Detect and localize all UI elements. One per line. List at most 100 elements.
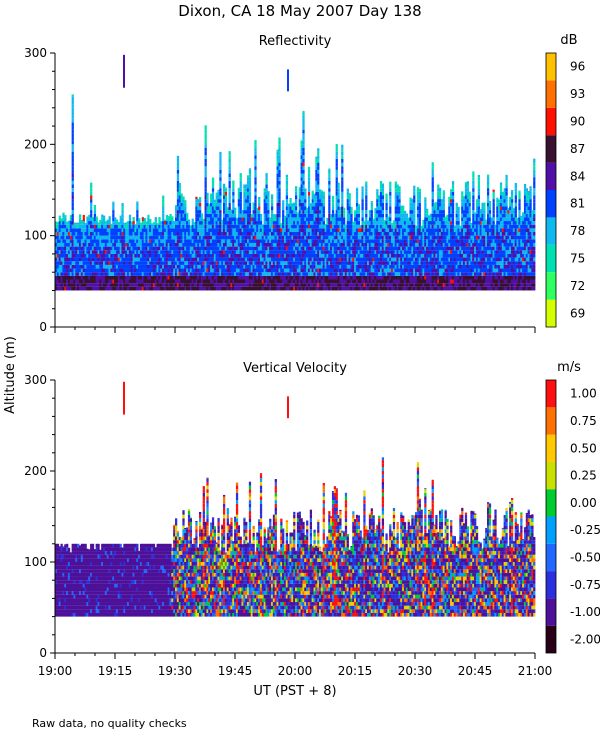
data-cell (69, 246, 73, 251)
data-cell (392, 257, 396, 262)
data-cell (91, 232, 95, 236)
data-cell (274, 275, 277, 280)
data-cell (330, 257, 333, 262)
data-cell (339, 257, 342, 262)
data-cell (385, 246, 388, 251)
data-cell (112, 264, 115, 269)
data-cell (71, 173, 74, 178)
data-cell (287, 246, 290, 251)
data-cell (402, 210, 405, 214)
data-cell (215, 228, 218, 233)
data-cell (333, 268, 337, 273)
data-cell (90, 286, 93, 291)
data-cell (223, 184, 226, 189)
data-cell (276, 188, 279, 192)
data-cell (361, 213, 364, 218)
data-cell (167, 228, 170, 233)
data-cell (204, 261, 207, 265)
data-cell (60, 286, 63, 291)
data-cell (335, 213, 338, 218)
data-cell (73, 272, 76, 276)
data-cell (263, 279, 266, 284)
data-cell (62, 286, 65, 291)
data-cell (202, 272, 205, 276)
data-cell (368, 253, 372, 258)
data-cell (247, 264, 250, 269)
data-cell (95, 264, 98, 269)
data-cell (226, 250, 229, 254)
data-cell (204, 221, 207, 225)
data-cell (91, 235, 95, 240)
data-cell (88, 275, 91, 280)
data-cell (402, 235, 405, 240)
data-cell (350, 242, 353, 247)
data-cell (110, 286, 113, 291)
data-cell (213, 275, 217, 280)
data-cell (73, 275, 76, 280)
data-cell (101, 261, 104, 265)
data-cell (62, 246, 65, 251)
data-cell (245, 272, 248, 276)
data-cell (315, 235, 318, 240)
data-cell (152, 286, 156, 291)
data-cell (73, 279, 76, 284)
data-cell (258, 253, 261, 258)
data-cell (99, 264, 102, 269)
data-cell (374, 283, 377, 287)
data-cell (368, 213, 372, 218)
data-cell (128, 253, 132, 258)
data-cell (267, 221, 270, 225)
data-cell (293, 275, 296, 280)
data-cell (341, 221, 344, 225)
data-cell (204, 162, 207, 167)
data-cell (173, 275, 176, 280)
data-cell (82, 275, 85, 280)
data-cell (239, 177, 242, 181)
data-cell (175, 272, 178, 276)
data-cell (317, 224, 320, 229)
data-cell (224, 257, 228, 262)
data-cell (56, 283, 60, 287)
data-cell (315, 213, 318, 218)
data-cell (252, 286, 255, 291)
data-cell (396, 242, 399, 247)
data-cell (309, 210, 313, 214)
data-cell (232, 239, 235, 243)
data-cell (283, 224, 287, 229)
data-cell (71, 232, 74, 236)
data-cell (199, 261, 202, 265)
data-cell (381, 221, 385, 225)
data-cell (162, 275, 165, 280)
data-cell (243, 283, 246, 287)
data-cell (219, 283, 222, 287)
data-cell (258, 283, 261, 287)
data-cell (363, 221, 366, 225)
data-cell (302, 122, 305, 127)
data-cell (311, 261, 314, 265)
data-cell (243, 253, 246, 258)
data-cell (80, 275, 84, 280)
data-cell (287, 257, 290, 262)
data-cell (300, 199, 303, 203)
data-cell (252, 221, 255, 225)
data-cell (99, 257, 102, 262)
data-column (313, 193, 316, 291)
data-cell (300, 188, 303, 192)
data-cell (252, 268, 255, 273)
data-cell (392, 272, 396, 276)
data-cell (176, 169, 180, 174)
data-cell (278, 228, 281, 233)
data-cell (278, 162, 281, 167)
data-cell (127, 286, 130, 291)
data-cell (112, 210, 115, 214)
data-cell (175, 246, 178, 251)
data-cell (62, 250, 65, 254)
data-cell (276, 261, 279, 265)
data-cell (130, 261, 133, 265)
data-cell (320, 250, 324, 254)
data-column (84, 223, 87, 291)
data-cell (232, 264, 235, 269)
data-cell (93, 206, 97, 211)
data-cell (378, 217, 381, 222)
data-cell (143, 250, 146, 254)
